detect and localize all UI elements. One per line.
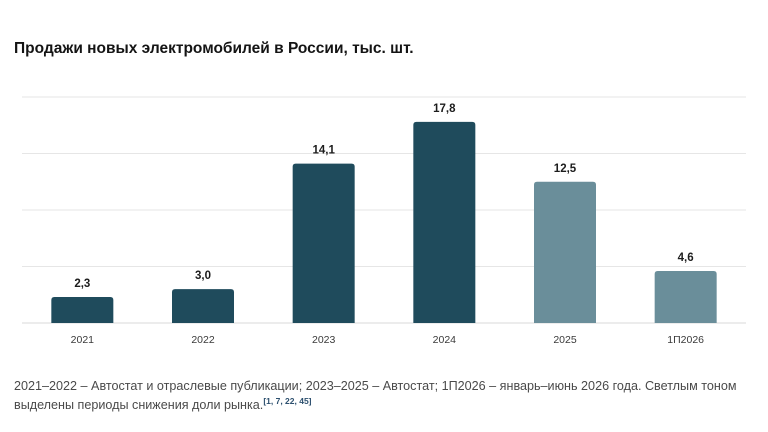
x-tick-2024: 2024	[433, 334, 457, 346]
value-labels: 2,3 3,0 14,1 17,8 12,5 4,6	[74, 103, 693, 290]
x-tick-1П2026: 1П2026	[667, 334, 704, 346]
footnote-text: 2021–2022 – Автостат и отраслевые публик…	[14, 379, 737, 412]
bars	[51, 121, 717, 323]
x-tick-2023: 2023	[312, 334, 336, 346]
reference-links[interactable]: [1, 7, 22, 45]	[263, 395, 312, 406]
x-tick-2021: 2021	[71, 334, 95, 346]
x-tick-2022: 2022	[191, 334, 215, 346]
bar-2022	[172, 289, 234, 323]
bar-2025	[534, 181, 596, 323]
value-label-2024: 17,8	[433, 103, 456, 115]
source-footnote: 2021–2022 – Автостат и отраслевые публик…	[14, 377, 759, 415]
chart-title: Продажи новых электромобилей в России, т…	[14, 40, 414, 57]
value-label-2021: 2,3	[74, 278, 90, 290]
value-label-2022: 3,0	[195, 270, 211, 282]
value-label-2023: 14,1	[312, 145, 335, 157]
bar-2023	[292, 163, 355, 323]
bar-1П2026	[654, 271, 717, 323]
value-label-2025: 12,5	[554, 163, 577, 175]
x-tick-2025: 2025	[553, 334, 577, 346]
bar-2024	[413, 121, 476, 323]
bar-chart: 2,33,014,117,812,54,6 2021 2022 2023 2024 20…	[22, 96, 746, 346]
value-label-1П2026: 4,6	[678, 252, 694, 264]
bar-2021	[51, 297, 114, 323]
gridlines	[22, 96, 746, 324]
x-axis-tick-labels: 2021 2022 2023 2024 2025 1П2026	[71, 334, 705, 346]
